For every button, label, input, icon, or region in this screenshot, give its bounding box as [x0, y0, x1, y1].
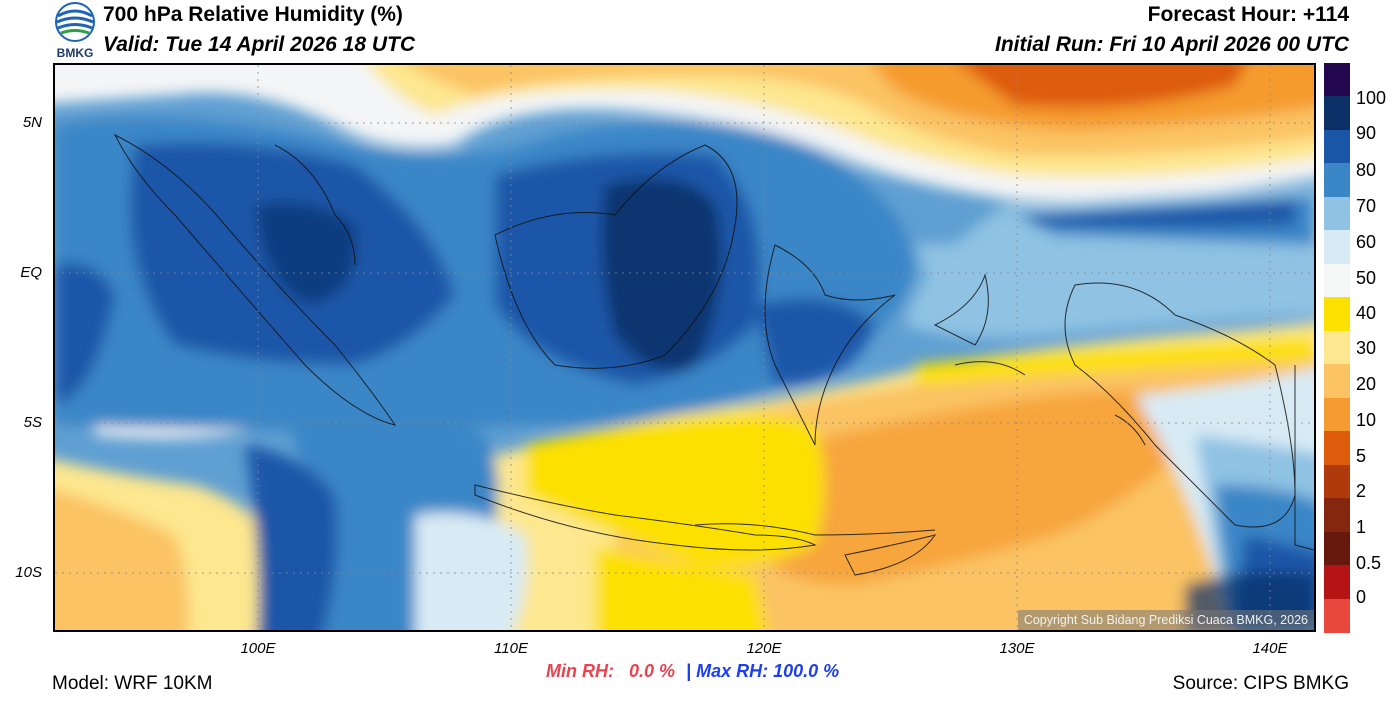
- forecast-hour: Forecast Hour: +114: [1147, 3, 1349, 26]
- colorbar-label: 90: [1356, 123, 1377, 143]
- lat-label-5n: 5N: [22, 114, 42, 131]
- colorbar-label: 20: [1356, 374, 1377, 394]
- colorbar-label: 2: [1356, 481, 1367, 501]
- initial-run: Initial Run: Fri 10 April 2026 00 UTC: [995, 33, 1349, 56]
- map-title: 700 hPa Relative Humidity (%): [103, 3, 403, 26]
- stats-separator: |: [686, 661, 692, 681]
- lon-label-120e: 120E: [746, 640, 782, 657]
- model-name: Model: WRF 10KM: [52, 673, 213, 694]
- colorbar-label: 80: [1356, 160, 1377, 180]
- lon-label-100e: 100E: [240, 640, 276, 657]
- colorbar-label: 0.5: [1356, 553, 1382, 573]
- lon-label-140e: 140E: [1252, 640, 1288, 657]
- lat-label-10s: 10S: [15, 564, 42, 581]
- colorbar-label: 30: [1356, 338, 1377, 358]
- colorbar-swatch: [1324, 431, 1350, 466]
- colorbar-swatch: [1324, 498, 1350, 533]
- max-rh-value: 100.0 %: [773, 661, 840, 681]
- min-rh-value: 0.0 %: [629, 661, 676, 681]
- bmkg-logo: BMKG: [52, 2, 98, 60]
- logo-text: BMKG: [57, 46, 94, 60]
- colorbar-swatch: [1324, 96, 1350, 131]
- valid-time: Valid: Tue 14 April 2026 18 UTC: [103, 33, 416, 56]
- colorbar-label: 10: [1356, 410, 1377, 430]
- lat-label-eq: EQ: [20, 264, 42, 281]
- colorbar-swatch: [1324, 196, 1350, 231]
- lon-label-110e: 110E: [494, 640, 528, 657]
- colorbar-swatch: [1324, 297, 1350, 332]
- lon-label-130e: 130E: [999, 640, 1035, 657]
- colorbar-label: 5: [1356, 446, 1367, 466]
- colorbar-swatch: [1324, 565, 1350, 600]
- colorbar-label: 60: [1356, 232, 1377, 252]
- colorbar-label: 40: [1356, 303, 1377, 323]
- copyright-notice: Copyright Sub Bidang Prediksi Cuaca BMKG…: [1017, 610, 1314, 630]
- colorbar-swatch: [1324, 464, 1350, 499]
- colorbar-label: 70: [1356, 196, 1377, 216]
- colorbar-swatch: [1324, 263, 1350, 298]
- colorbar-label: 50: [1356, 268, 1377, 288]
- lat-label-5s: 5S: [23, 414, 42, 431]
- min-rh-label: Min RH:: [546, 661, 614, 681]
- colorbar-swatch: [1324, 63, 1350, 98]
- colorbar-swatch: [1324, 230, 1350, 265]
- colorbar-label: 1: [1356, 517, 1367, 537]
- colorbar-label: 100: [1356, 88, 1387, 108]
- colorbar-swatch: [1324, 364, 1350, 399]
- rh-min-max: Min RH: 0.0 % | Max RH: 100.0 %: [546, 661, 839, 682]
- max-rh-label: Max RH:: [696, 661, 769, 681]
- colorbar-swatch: [1324, 163, 1350, 198]
- colorbar-label: 0: [1356, 587, 1367, 607]
- colorbar-swatch: [1324, 330, 1350, 365]
- colorbar-swatch: [1324, 397, 1350, 432]
- colorbar-swatch: [1324, 598, 1350, 633]
- humidity-map: [53, 63, 1316, 632]
- colorbar-swatch: [1324, 531, 1350, 566]
- colorbar-swatch: [1324, 129, 1350, 164]
- data-source: Source: CIPS BMKG: [1172, 673, 1349, 694]
